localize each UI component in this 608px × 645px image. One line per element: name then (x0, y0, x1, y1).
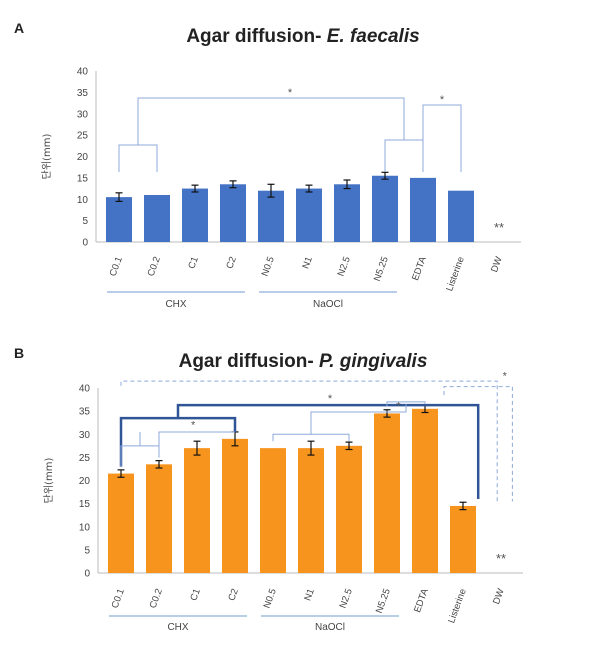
y-tick-label: 40 (79, 384, 91, 395)
x-category-label: EDTA (412, 587, 431, 615)
y-tick-label: 10 (77, 195, 89, 206)
chart-title: Agar diffusion- P. gingivalis (179, 351, 428, 372)
x-category-label: C2 (224, 255, 238, 270)
y-tick-label: 35 (79, 407, 91, 418)
bar-c02 (146, 464, 172, 573)
bracket-n525-edta (386, 401, 426, 407)
bar-n1 (298, 448, 324, 573)
y-axis-label: 단위(mm) (40, 134, 53, 180)
y-tick-label: 30 (77, 109, 89, 120)
y-tick-label: 35 (77, 88, 89, 99)
x-category-label: N1 (300, 255, 314, 270)
x-category-label: Listerine (446, 587, 469, 625)
bar-c01 (106, 197, 132, 242)
bracket-naocl-high (310, 404, 407, 435)
group-label: CHX (167, 622, 188, 633)
group-label: NaOCl (315, 622, 345, 633)
x-category-label: N2.5 (336, 255, 353, 278)
x-category-label: DW (489, 255, 505, 274)
bar-n525 (374, 413, 400, 573)
x-category-label: C0.2 (148, 587, 165, 610)
bracket-c01-c02 (120, 445, 160, 467)
x-category-label: C0.1 (110, 587, 127, 610)
bracket-n525-edta (384, 139, 424, 172)
x-category-label: C0.1 (108, 255, 125, 278)
panel-letter: B (14, 345, 24, 361)
x-category-label: C0.2 (146, 255, 163, 278)
bar-n05 (260, 448, 286, 573)
bar-c2 (222, 438, 248, 573)
bar-n525 (372, 175, 398, 242)
group-label: CHX (165, 299, 186, 310)
y-tick-label: 0 (84, 569, 90, 580)
y-tick-label: 25 (79, 453, 91, 464)
y-tick-label: 15 (79, 499, 91, 510)
y-tick-label: 0 (82, 238, 88, 249)
bar-n25 (334, 184, 360, 242)
bar-listerine (448, 190, 474, 242)
y-tick-label: 25 (77, 131, 89, 142)
bracket-dashed-edta-listerine (443, 386, 513, 502)
y-tick-label: 20 (77, 152, 89, 163)
bar-edta (412, 408, 438, 573)
x-category-label: N0.5 (262, 587, 279, 610)
bar-c2 (220, 184, 246, 242)
x-category-label: C1 (188, 587, 202, 602)
x-category-label: DW (491, 587, 507, 606)
bar-edta (410, 177, 436, 242)
bar-c01 (108, 473, 134, 573)
bar-listerine (450, 505, 476, 573)
bar-n25 (336, 445, 362, 573)
y-tick-label: 5 (82, 216, 88, 227)
chart-title-prefix: Agar diffusion- (179, 351, 319, 372)
bar-c02 (144, 194, 170, 242)
panel-letter: A (14, 20, 24, 36)
group-label: NaOCl (313, 299, 343, 310)
x-category-label: N0.5 (260, 255, 277, 278)
significance-star: * (288, 87, 293, 99)
y-tick-label: 10 (79, 522, 91, 533)
x-category-label: N1 (302, 587, 316, 602)
x-category-label: Listerine (444, 255, 467, 293)
x-category-label: N5.25 (372, 255, 391, 283)
x-category-label: EDTA (410, 255, 429, 283)
x-category-label: N5.25 (374, 587, 393, 615)
significance-double-star: ** (494, 220, 504, 235)
significance-star: * (328, 393, 333, 405)
bracket-chx-vs-high (137, 97, 405, 145)
panel-a-chart: A Agar diffusion- E. faecalis 0 5 10 15 20 25 30… (14, 20, 521, 310)
x-category-label: C2 (226, 587, 240, 602)
y-tick-label: 15 (77, 173, 89, 184)
significance-star: * (503, 371, 508, 383)
y-tick-label: 30 (79, 430, 91, 441)
bracket-dashed-overall (120, 380, 498, 502)
bar-c1 (184, 448, 210, 573)
bracket-thick-chx (119, 416, 237, 467)
significance-star: * (396, 401, 401, 413)
bar-n05 (258, 190, 284, 242)
x-category-label: N2.5 (338, 587, 355, 610)
y-axis-label: 단위(mm) (42, 458, 55, 504)
chart-title-species: P. gingivalis (319, 351, 427, 372)
x-category-label: C1 (186, 255, 200, 270)
panel-b-chart: B Agar diffusion- P. gingivalis 0 5 10 15 20 25… (14, 345, 523, 633)
chart-title-prefix: Agar diffusion- (186, 26, 326, 47)
y-tick-label: 20 (79, 476, 91, 487)
bar-n1 (296, 188, 322, 242)
y-tick-label: 40 (77, 67, 89, 78)
significance-star: * (440, 94, 445, 106)
bracket-thick-chx-listerine (176, 403, 480, 499)
bracket-n05-n25 (272, 433, 350, 442)
significance-star: * (191, 420, 196, 432)
bracket-edta-listerine (422, 104, 462, 172)
y-tick-label: 5 (84, 545, 90, 556)
bar-c1 (182, 188, 208, 242)
chart-title-species: E. faecalis (327, 26, 420, 47)
chart-title: Agar diffusion- E. faecalis (186, 26, 419, 47)
significance-double-star: ** (496, 551, 506, 566)
bracket-chx-low-pair (118, 144, 158, 172)
